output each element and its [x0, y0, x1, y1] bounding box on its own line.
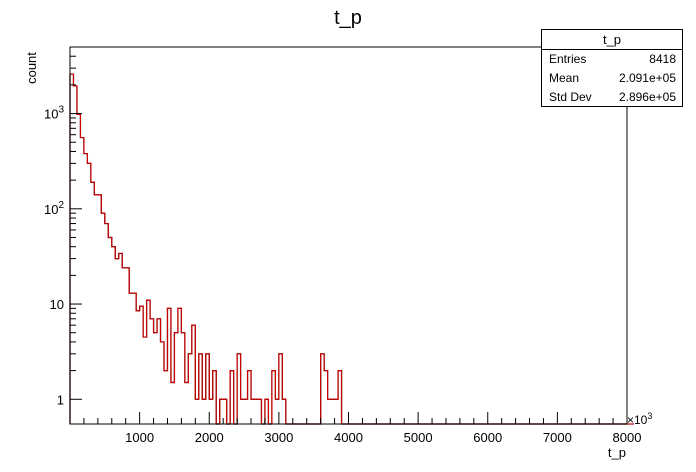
x-axis-multiplier: ×103	[627, 411, 652, 427]
stats-entries-row: Entries 8418	[542, 50, 682, 69]
stats-mean-row: Mean 2.091e+05	[542, 69, 682, 88]
x-tick-label: 4000	[334, 430, 363, 445]
stats-stddev-value: 2.896e+05	[618, 90, 676, 104]
x-axis-label: t_p	[608, 445, 626, 460]
y-tick-label: 102	[44, 200, 64, 217]
stats-mean-value: 2.091e+05	[618, 71, 676, 85]
stats-entries-label: Entries	[549, 52, 587, 66]
x-tick-label: 8000	[613, 430, 642, 445]
x-tick-label: 5000	[404, 430, 433, 445]
histogram-series-1	[69, 73, 627, 425]
x-tick-label: 2000	[195, 430, 224, 445]
histogram-series-2	[69, 73, 634, 425]
y-tick-label: 1	[57, 392, 64, 407]
stats-stddev-label: Std Dev	[549, 90, 592, 104]
x-tick-label: 6000	[473, 430, 502, 445]
x-tick-label: 3000	[264, 430, 293, 445]
stats-stddev-row: Std Dev 2.896e+05	[542, 88, 682, 107]
stats-mean-label: Mean	[549, 71, 580, 85]
stats-title: t_p	[542, 30, 682, 50]
x-tick-label: 1000	[125, 430, 154, 445]
y-tick-label: 10	[50, 297, 64, 312]
chart-title: t_p	[334, 7, 362, 29]
x-tick-label: 7000	[543, 430, 572, 445]
stats-box: t_p Entries 8418 Mean 2.091e+05 Std Dev …	[541, 29, 683, 107]
y-tick-label: 103	[44, 105, 64, 122]
y-axis-label: count	[24, 52, 39, 84]
stats-entries-value: 8418	[649, 52, 676, 66]
